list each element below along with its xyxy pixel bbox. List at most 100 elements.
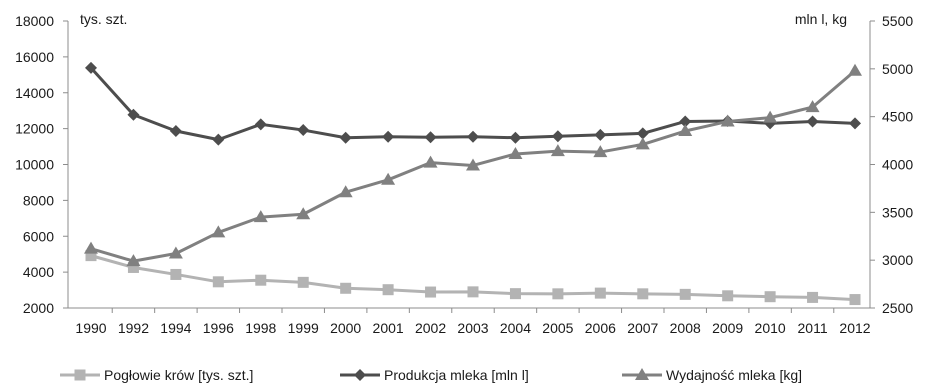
x-tick-label: 2012 xyxy=(839,320,870,336)
data-point xyxy=(85,61,97,74)
data-point xyxy=(212,276,224,288)
legend-item: Pogłowie krów [tys. szt.] xyxy=(60,367,253,383)
data-point xyxy=(467,130,479,143)
series-layer xyxy=(84,61,862,306)
right-tick-label: 5000 xyxy=(882,61,913,77)
data-point xyxy=(594,128,607,141)
left-tick-label: 2000 xyxy=(23,300,54,316)
data-point xyxy=(339,131,352,144)
data-point xyxy=(169,125,182,138)
x-tick-label: 2007 xyxy=(627,320,658,336)
data-point xyxy=(593,145,608,158)
data-point xyxy=(636,127,649,140)
data-point xyxy=(424,131,437,144)
data-point xyxy=(168,246,183,259)
data-point xyxy=(763,110,778,123)
data-point xyxy=(637,288,649,300)
right-tick-label: 3500 xyxy=(882,204,913,220)
series-2 xyxy=(85,61,861,146)
x-tick-label: 2003 xyxy=(457,320,488,336)
data-point xyxy=(722,290,734,302)
data-point xyxy=(253,210,268,223)
data-point xyxy=(594,287,606,299)
data-point xyxy=(255,274,267,286)
data-point xyxy=(381,172,396,185)
data-point xyxy=(85,250,97,262)
x-tick-label: 2004 xyxy=(500,320,531,336)
data-point xyxy=(423,155,438,168)
x-axis-ticks: 1990 1992 1994 1996 1998 1999 2000 2001 2002 2003… xyxy=(75,308,871,336)
legend: Pogłowie krów [tys. szt.] Produkcja mleka… xyxy=(60,367,802,383)
data-point xyxy=(848,63,862,76)
data-point xyxy=(338,185,353,198)
data-point xyxy=(551,130,564,143)
data-point xyxy=(127,108,140,121)
right-tick-label: 5500 xyxy=(882,13,913,29)
data-point xyxy=(425,286,437,298)
data-point xyxy=(509,131,522,144)
legend-label: Produkcja mleka [mln l] xyxy=(384,367,529,383)
x-tick-label: 2011 xyxy=(798,320,828,336)
data-point xyxy=(550,144,565,157)
data-point xyxy=(764,291,776,303)
x-tick-label: 1998 xyxy=(245,320,276,336)
x-tick-label: 2009 xyxy=(712,320,743,336)
left-tick-label: 14000 xyxy=(15,85,54,101)
x-tick-label: 2001 xyxy=(373,320,404,336)
legend-swatch-marker xyxy=(635,368,649,380)
legend-swatch-marker xyxy=(74,369,86,381)
x-tick-label: 1992 xyxy=(118,320,149,336)
legend-item: Wydajność mleka [kg] xyxy=(622,367,802,383)
x-tick-label: 1994 xyxy=(160,320,191,336)
data-point xyxy=(679,288,691,300)
series-3 xyxy=(84,63,862,267)
data-point xyxy=(297,276,309,288)
left-tick-label: 6000 xyxy=(23,228,54,244)
x-tick-label: 1996 xyxy=(203,320,234,336)
data-point xyxy=(678,124,693,137)
legend-item: Produkcja mleka [mln l] xyxy=(340,367,529,383)
data-point xyxy=(849,117,861,130)
legend-label: Pogłowie krów [tys. szt.] xyxy=(104,367,253,383)
x-tick-label: 1990 xyxy=(75,320,106,336)
left-tick-label: 16000 xyxy=(15,49,54,65)
data-point xyxy=(807,291,819,303)
left-tick-label: 4000 xyxy=(23,264,54,280)
legend-label: Wydajność mleka [kg] xyxy=(666,367,802,383)
series-1 xyxy=(85,250,861,306)
x-tick-label: 2000 xyxy=(330,320,361,336)
data-point xyxy=(508,146,523,159)
data-point xyxy=(720,114,735,127)
x-tick-label: 2010 xyxy=(755,320,786,336)
left-tick-label: 18000 xyxy=(15,13,54,29)
left-tick-label: 10000 xyxy=(15,157,54,173)
data-point xyxy=(467,286,479,298)
data-point xyxy=(211,225,226,238)
series-line xyxy=(89,66,856,142)
data-point xyxy=(126,254,141,267)
x-tick-label: 2006 xyxy=(585,320,616,336)
data-point xyxy=(296,207,311,220)
data-point xyxy=(340,282,352,294)
x-tick-label: 1999 xyxy=(288,320,319,336)
data-point xyxy=(212,133,225,146)
left-axis-label: tys. szt. xyxy=(80,11,127,27)
right-tick-label: 2500 xyxy=(882,300,913,316)
data-point xyxy=(679,115,692,128)
legend-swatch-marker xyxy=(354,369,366,381)
data-point xyxy=(635,137,650,150)
data-point xyxy=(509,288,521,300)
right-tick-label: 4500 xyxy=(882,109,913,125)
right-axis-label: mln l, kg xyxy=(795,11,847,27)
x-tick-label: 2008 xyxy=(670,320,701,336)
left-tick-label: 12000 xyxy=(15,121,54,137)
data-point xyxy=(805,100,820,113)
right-tick-label: 3000 xyxy=(882,252,913,268)
right-tick-label: 4000 xyxy=(882,157,913,173)
left-axis-ticks: 2000 4000 6000 8000 10000 12000 14000 16000 1800… xyxy=(15,13,68,316)
data-point xyxy=(170,268,182,280)
x-tick-label: 2005 xyxy=(542,320,573,336)
left-tick-label: 8000 xyxy=(23,192,54,208)
